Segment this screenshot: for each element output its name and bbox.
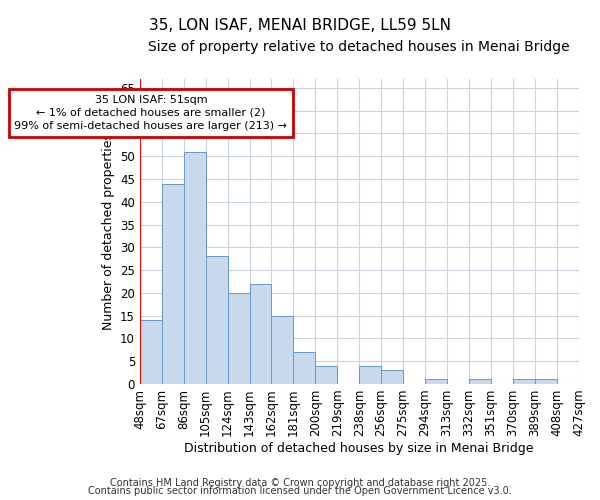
Text: 35 LON ISAF: 51sqm
← 1% of detached houses are smaller (2)
99% of semi-detached : 35 LON ISAF: 51sqm ← 1% of detached hous… bbox=[14, 94, 287, 131]
Text: 35, LON ISAF, MENAI BRIDGE, LL59 5LN: 35, LON ISAF, MENAI BRIDGE, LL59 5LN bbox=[149, 18, 451, 32]
Bar bbox=[469, 380, 491, 384]
Bar bbox=[359, 366, 381, 384]
Bar bbox=[425, 380, 447, 384]
Bar bbox=[293, 352, 316, 384]
Bar bbox=[227, 293, 250, 384]
Y-axis label: Number of detached properties: Number of detached properties bbox=[101, 133, 115, 330]
Bar bbox=[162, 184, 184, 384]
Bar bbox=[271, 316, 293, 384]
Bar bbox=[184, 152, 206, 384]
Bar bbox=[316, 366, 337, 384]
Text: Contains public sector information licensed under the Open Government Licence v3: Contains public sector information licen… bbox=[88, 486, 512, 496]
Bar bbox=[206, 256, 227, 384]
Bar bbox=[250, 284, 271, 384]
Bar bbox=[513, 380, 535, 384]
Bar bbox=[381, 370, 403, 384]
Bar bbox=[140, 320, 162, 384]
Title: Size of property relative to detached houses in Menai Bridge: Size of property relative to detached ho… bbox=[148, 40, 570, 54]
X-axis label: Distribution of detached houses by size in Menai Bridge: Distribution of detached houses by size … bbox=[184, 442, 534, 455]
Text: Contains HM Land Registry data © Crown copyright and database right 2025.: Contains HM Land Registry data © Crown c… bbox=[110, 478, 490, 488]
Bar bbox=[535, 380, 557, 384]
